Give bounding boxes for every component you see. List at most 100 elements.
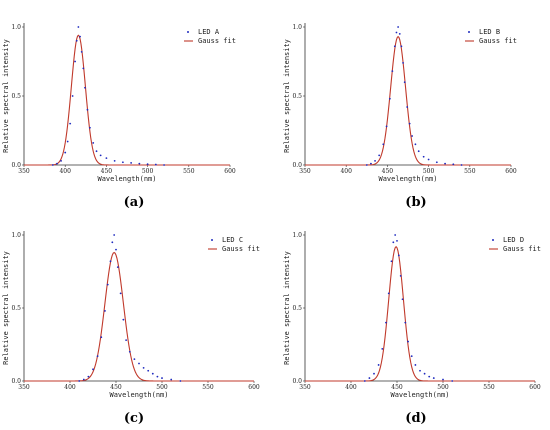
x-tick-label: 450	[101, 168, 113, 175]
data-point	[404, 321, 407, 324]
y-tick-label: 1.0	[292, 24, 302, 31]
data-point	[393, 45, 396, 48]
data-point	[391, 70, 394, 73]
x-tick-label: 450	[382, 168, 394, 175]
data-point	[400, 45, 403, 48]
data-point	[427, 158, 430, 161]
x-tick-label: 350	[299, 168, 311, 175]
data-point	[387, 292, 390, 295]
data-point	[392, 241, 395, 244]
data-point	[377, 364, 380, 366]
x-tick-label: 500	[423, 168, 435, 175]
data-point	[363, 380, 366, 382]
x-tick-label: 450	[391, 384, 403, 391]
data-point	[406, 106, 409, 108]
data-point	[92, 142, 95, 144]
data-point	[87, 375, 90, 378]
data-point	[382, 143, 385, 146]
data-point	[89, 126, 91, 129]
data-point	[161, 377, 163, 379]
data-point	[179, 380, 182, 382]
data-point	[77, 26, 80, 28]
data-point	[64, 151, 67, 154]
data-point	[428, 375, 431, 378]
chart-panel-1: 350 400 450 500 550 600 0.0 0.5 1.0 Wavelength(nm…	[2, 23, 236, 210]
data-point	[60, 159, 62, 162]
x-tick-label: 500	[156, 384, 168, 391]
data-point	[51, 164, 54, 166]
data-point	[84, 86, 86, 89]
data-point	[381, 347, 384, 350]
x-tick-label: 350	[18, 384, 30, 391]
data-point	[130, 162, 133, 164]
legend-label-fit: Gauss fit	[198, 37, 236, 45]
data-point	[408, 122, 411, 125]
data-point	[403, 81, 406, 84]
data-point	[74, 60, 76, 63]
data-point	[56, 162, 58, 165]
chart-panel-3: 350 400 450 500 550 600 0.0 0.5 1.0 Wavelength(nm…	[2, 231, 260, 426]
data-point	[374, 159, 376, 162]
legend-label-points: LED D	[503, 236, 524, 244]
data-point	[106, 283, 109, 286]
data-point	[99, 154, 102, 157]
data-point	[96, 355, 99, 358]
x-tick-label: 350	[299, 384, 311, 391]
data-point	[378, 154, 381, 157]
x-tick-label: 400	[59, 168, 71, 175]
data-point	[373, 372, 375, 375]
data-point	[396, 239, 398, 242]
data-point	[432, 377, 435, 379]
data-point	[397, 254, 400, 257]
data-point	[100, 336, 103, 339]
data-point	[401, 298, 404, 301]
y-tick-label: 1.0	[292, 232, 302, 239]
data-point	[422, 155, 425, 158]
data-point	[156, 375, 159, 378]
data-point	[388, 97, 391, 100]
y-tick-label: 0.5	[292, 305, 302, 312]
data-point	[95, 150, 98, 153]
data-point	[115, 248, 117, 251]
legend-label-fit: Gauss fit	[503, 245, 541, 253]
data-point	[138, 362, 140, 365]
y-axis-label: Relative spectral intensity	[283, 251, 291, 365]
data-point	[460, 164, 463, 166]
data-point	[365, 164, 368, 166]
data-point	[79, 35, 81, 38]
data-point	[385, 321, 387, 324]
y-axis-label: Relative spectral intensity	[283, 39, 291, 153]
y-tick-label: 0.0	[292, 378, 302, 385]
x-tick-label: 600	[248, 384, 260, 391]
panel-caption: (d)	[405, 411, 426, 426]
data-point	[444, 162, 446, 165]
y-tick-label: 1.0	[11, 24, 21, 31]
data-point	[151, 372, 154, 375]
data-point	[133, 358, 136, 360]
data-point	[66, 140, 69, 143]
data-point	[395, 31, 398, 34]
panel-caption: (c)	[124, 411, 144, 426]
data-point	[399, 274, 402, 277]
x-tick-label: 500	[142, 168, 154, 175]
data-point	[109, 260, 112, 263]
x-tick-label: 550	[202, 384, 214, 391]
data-point	[390, 260, 393, 263]
data-point	[122, 318, 125, 321]
data-point	[71, 95, 74, 97]
x-axis-label: Wavelength(nm)	[97, 175, 156, 183]
data-point	[104, 310, 106, 312]
y-tick-label: 0.5	[11, 305, 21, 312]
data-point	[113, 234, 116, 236]
data-point	[121, 161, 124, 164]
x-tick-label: 550	[464, 168, 476, 175]
data-point	[407, 340, 409, 343]
gauss-fit-curve	[24, 251, 254, 382]
x-tick-label: 450	[110, 384, 122, 391]
x-axis-label: Wavelength(nm)	[378, 175, 437, 183]
data-point	[394, 234, 397, 236]
data-point	[78, 380, 81, 382]
x-tick-label: 600	[505, 168, 517, 175]
data-point	[142, 366, 145, 369]
